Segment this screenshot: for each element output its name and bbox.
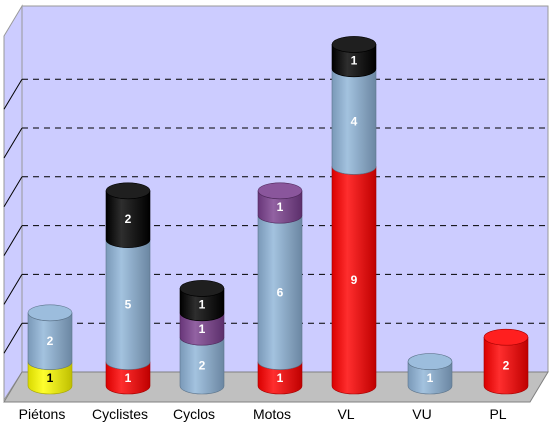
bar-stack: 1 5 2 (105, 182, 151, 395)
bar-stack: 2 1 1 (179, 280, 225, 395)
segment-value-label: 1 (277, 200, 284, 214)
category-label: Piétons (19, 406, 66, 422)
category-label: Motos (253, 406, 291, 422)
bar-top (483, 328, 529, 346)
gridline-side (3, 322, 23, 354)
bar-top (27, 304, 73, 322)
segment-value-label: 6 (277, 285, 284, 299)
category-label: VL (337, 406, 354, 422)
gridline-side (3, 176, 23, 208)
segment-value-label: 2 (199, 359, 206, 373)
gridline-side (3, 225, 23, 256)
bar-stack: 2 (483, 328, 529, 395)
bar-stack: 1 (407, 353, 453, 395)
segment-value-label: 1 (277, 371, 284, 385)
category-label: PL (489, 406, 506, 422)
segment-value-label: 2 (125, 212, 132, 226)
category-label: VU (412, 406, 431, 422)
bar-top (331, 36, 377, 53)
segment-value-label: 5 (125, 298, 132, 312)
bar-top (407, 353, 453, 370)
bar-stack: 12 (27, 304, 73, 395)
gridline-side (3, 274, 23, 305)
bar-top (257, 182, 303, 200)
bar-stack: 9 4 1 (331, 36, 377, 395)
segment-value-label: 1 (47, 371, 54, 385)
segment-value-label: 2 (47, 334, 54, 348)
segment-value-label: 1 (199, 298, 206, 312)
segment-value-label: 2 (503, 359, 510, 373)
category-labels: Piétons Cyclistes Cyclos Motos VL VU PL (19, 406, 507, 422)
category-label: Cyclos (173, 406, 215, 422)
segment-value-label: 1 (427, 371, 434, 385)
bar-stack: 1 6 1 (257, 182, 303, 395)
gridline-side (3, 78, 23, 110)
segment-value-label: 1 (199, 322, 206, 336)
bar-top (105, 182, 151, 200)
gridlines (3, 78, 548, 354)
gridline-side (3, 127, 23, 159)
segment-value-label: 4 (351, 115, 358, 129)
category-label: Cyclistes (92, 406, 148, 422)
segment-value-label: 1 (351, 54, 358, 68)
bar-top (179, 280, 225, 297)
segment-value-label: 9 (351, 273, 358, 287)
segment-value-label: 1 (125, 371, 132, 385)
